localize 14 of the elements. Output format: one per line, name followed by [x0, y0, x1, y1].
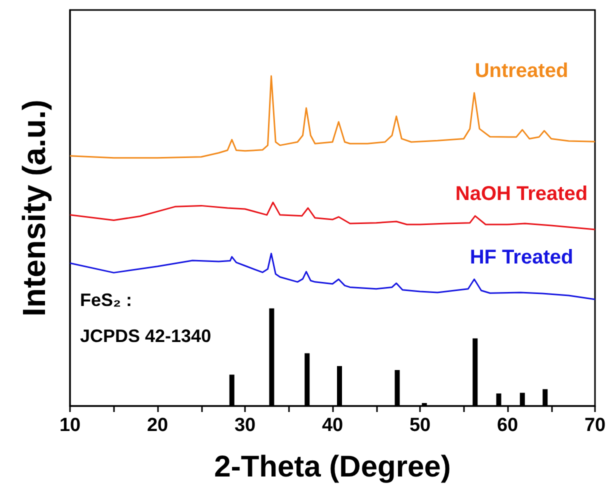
annotation: FeS₂ : — [80, 290, 132, 310]
series-label: NaOH Treated — [455, 182, 588, 205]
annotation: JCPDS 42-1340 — [80, 326, 212, 346]
x-tick-label: 50 — [409, 415, 431, 436]
x-axis-title: 2-Theta (Degree) — [214, 450, 451, 484]
series-label: Untreated — [474, 60, 568, 82]
x-tick-label: 30 — [234, 415, 256, 436]
x-tick-label: 10 — [59, 415, 81, 436]
x-tick-label: 70 — [584, 415, 606, 436]
x-tick-label: 20 — [146, 415, 168, 436]
x-tick-label: 60 — [496, 415, 518, 436]
x-tick-label: 40 — [322, 415, 344, 436]
y-axis-title: Intensity (a.u.) — [16, 100, 52, 316]
series-label: HF Treated — [470, 246, 574, 268]
